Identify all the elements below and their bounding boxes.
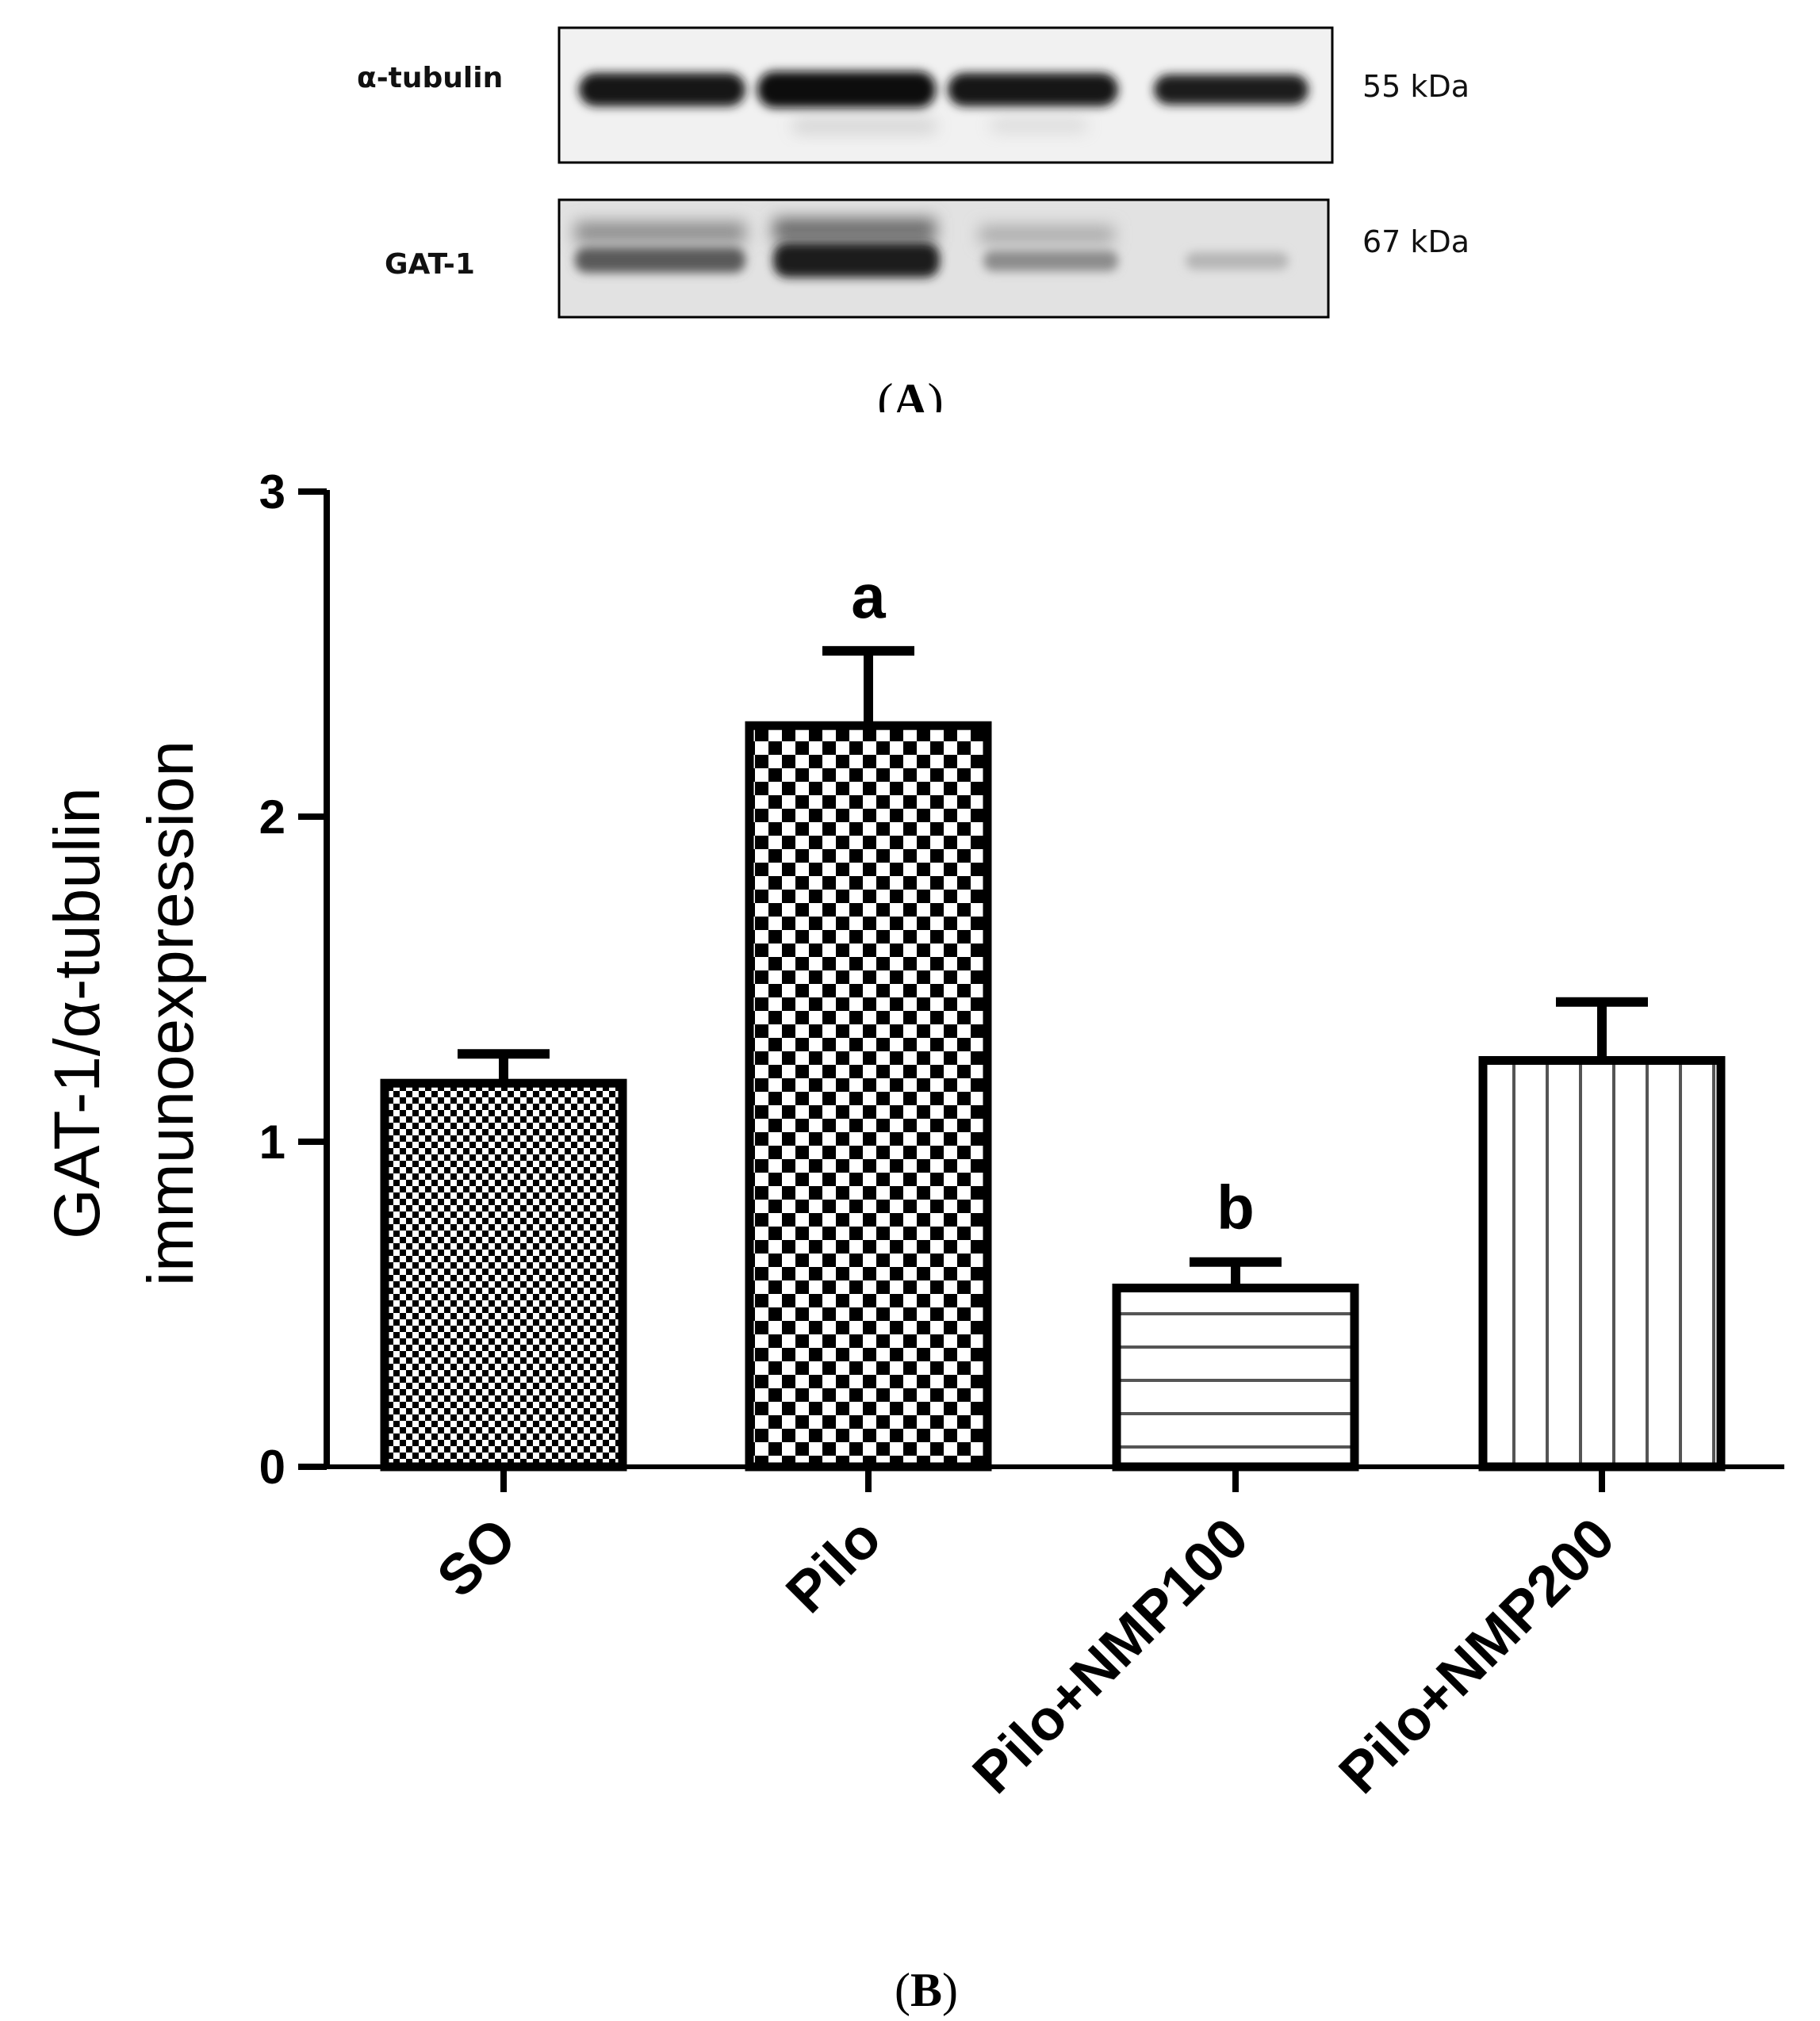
blot-label-gat1: GAT-1: [385, 248, 475, 281]
mw-label-tubulin: 55 kDa: [1362, 69, 1469, 104]
bar-pilo-nmp100: [1112, 1284, 1359, 1472]
bar-so: [380, 1078, 627, 1472]
panel-a-caption: (A): [877, 374, 943, 412]
x-tick-label: SO: [425, 1506, 528, 1610]
significance-label: a: [851, 561, 886, 631]
tubulin-bands: [579, 71, 1308, 108]
x-tick-label: Pilo+NMP200: [1328, 1506, 1627, 1806]
y-axis-title-line2: immunoexpression: [135, 741, 207, 1286]
western-blot-panel: α-tubulin 55 kDa GAT-1 67 kDa (A): [357, 26, 1469, 412]
chart-bars: ab: [380, 561, 1726, 1492]
x-tick-label: Pilo+NMP100: [961, 1506, 1261, 1806]
bar-pilo-nmp200: [1478, 1056, 1726, 1472]
mw-label-gat1: 67 kDa: [1362, 224, 1469, 259]
x-tick-labels: SO Pilo Pilo+NMP100 Pilo+NMP200: [425, 1506, 1627, 1806]
y-axis-title: GAT-1/α-tubulin immunoexpression: [41, 741, 207, 1286]
blot-label-tubulin: α-tubulin: [357, 62, 503, 94]
y-tick-label: 2: [259, 790, 285, 844]
panel-b-caption: (B): [895, 1964, 958, 2016]
y-tick-label: 3: [259, 465, 285, 519]
bar-pilo: [745, 721, 992, 1472]
y-tick-label: 0: [259, 1441, 285, 1494]
gat1-bands: [575, 218, 1289, 278]
significance-label: b: [1217, 1173, 1255, 1242]
y-axis-title-line1: GAT-1/α-tubulin: [41, 787, 113, 1239]
x-tick-label: Pilo: [774, 1506, 893, 1625]
y-tick-label: 1: [259, 1116, 285, 1169]
